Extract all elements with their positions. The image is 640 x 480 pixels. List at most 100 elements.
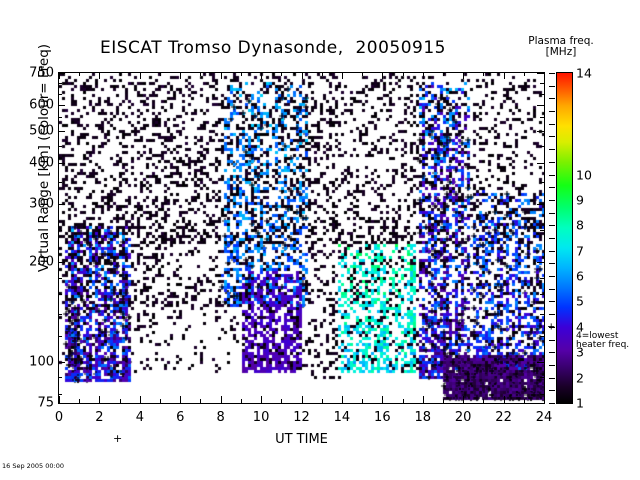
y-tick-major-right xyxy=(537,163,544,165)
x-tick-label: 22 xyxy=(495,410,512,425)
x-tick-label: 16 xyxy=(374,410,391,425)
scatter-canvas xyxy=(59,73,544,403)
y-tick-major xyxy=(58,163,65,165)
x-tick-major-top xyxy=(503,72,505,79)
y-tick-minor xyxy=(58,182,62,184)
y-tick-minor-right xyxy=(540,182,544,184)
plot-area xyxy=(58,72,545,404)
cb-minor-tick xyxy=(549,352,555,354)
colorbar-tick-label: 14 xyxy=(576,65,592,81)
y-tick-major-right xyxy=(537,131,544,133)
y-tick-major xyxy=(58,73,65,74)
colorbar-tick-label: 7 xyxy=(576,243,584,259)
y-tick-major-right xyxy=(537,361,544,363)
x-tick-major xyxy=(261,396,263,403)
x-tick-major-top xyxy=(139,72,141,79)
x-tick-minor xyxy=(523,399,525,403)
y-tick-major-right xyxy=(537,204,544,206)
cb-minor-tick xyxy=(549,187,555,189)
cb-minor-tick xyxy=(549,288,555,290)
cb-minor-tick xyxy=(549,326,555,328)
y-tick-minor-right xyxy=(540,313,544,315)
cb-minor-tick xyxy=(549,73,555,74)
cb-minor-tick xyxy=(549,85,555,87)
x-tick-label: 10 xyxy=(252,410,270,425)
y-tick-minor xyxy=(58,277,62,279)
x-tick-major-top xyxy=(59,72,60,79)
cb-minor-tick xyxy=(549,390,555,392)
cb-minor-tick xyxy=(549,174,555,176)
x-tick-minor xyxy=(402,399,404,403)
y-tick-minor xyxy=(58,313,62,315)
cb-minor-tick xyxy=(549,149,555,151)
cb-minor-tick xyxy=(549,339,555,341)
x-tick-major-top xyxy=(99,72,101,79)
x-tick-minor-top xyxy=(119,72,121,76)
cb-minor-tick xyxy=(549,111,555,113)
colorbar-tick-label: 4 xyxy=(576,319,584,335)
y-tick-minor xyxy=(58,294,62,296)
x-tick-major xyxy=(382,396,384,403)
x-axis-plus-marker: + xyxy=(113,432,123,445)
x-tick-minor-top xyxy=(362,72,364,76)
cb-minor-tick xyxy=(549,377,555,379)
cb-minor-tick xyxy=(549,225,555,227)
y-tick-major xyxy=(58,104,65,106)
cb-minor-tick xyxy=(549,238,555,239)
y-tick-minor xyxy=(58,335,62,337)
x-tick-minor xyxy=(483,399,485,403)
x-tick-minor xyxy=(281,399,283,403)
cb-minor-tick xyxy=(549,199,555,201)
x-tick-major-top xyxy=(220,72,222,79)
y-tick-minor-right xyxy=(540,146,544,148)
x-tick-minor-top xyxy=(240,72,242,76)
y-tick-major xyxy=(58,131,65,133)
y-tick-minor xyxy=(58,393,62,395)
colorbar-header-line1: Plasma freq. xyxy=(528,35,594,47)
x-tick-minor xyxy=(362,399,364,403)
x-tick-minor xyxy=(240,399,242,403)
x-tick-major xyxy=(503,396,505,403)
y-tick-minor-right xyxy=(540,277,544,279)
colorbar-tick-label: 5 xyxy=(576,293,584,309)
cb-minor-tick xyxy=(549,364,555,366)
colorbar-note-line1: 4=lowest xyxy=(576,330,619,341)
y-tick-major xyxy=(58,262,65,264)
x-tick-major xyxy=(99,396,101,403)
cb-minor-tick xyxy=(549,263,555,265)
y-tick-major-right xyxy=(537,262,544,264)
cb-minor-tick xyxy=(549,301,555,303)
cb-minor-tick xyxy=(549,276,555,278)
y-tick-label: 300 xyxy=(29,196,54,212)
colorbar-tick-label: 3 xyxy=(576,344,584,360)
x-tick-minor-top xyxy=(281,72,283,76)
y-tick-major-right xyxy=(537,403,544,404)
x-tick-major xyxy=(463,396,465,403)
colorbar-tick-label: 1 xyxy=(576,395,584,411)
y-tick-minor xyxy=(58,117,62,119)
x-tick-label: 6 xyxy=(176,410,185,425)
y-tick-minor-right xyxy=(540,82,544,84)
cb-minor-tick xyxy=(549,123,555,125)
y-tick-minor xyxy=(58,230,62,232)
colorbar-header: Plasma freq. [MHz] xyxy=(521,36,601,58)
x-tick-minor xyxy=(442,399,444,403)
x-tick-major xyxy=(59,396,60,403)
x-tick-minor-top xyxy=(79,72,81,76)
cb-minor-tick xyxy=(549,212,555,214)
x-tick-major-top xyxy=(180,72,182,79)
y-tick-label: 100 xyxy=(29,354,54,370)
colorbar-heater-plus-marker: + xyxy=(547,321,556,333)
x-tick-minor xyxy=(200,399,202,403)
x-tick-major xyxy=(139,396,141,403)
y-tick-minor-right xyxy=(540,230,544,232)
x-tick-minor-top xyxy=(160,72,162,76)
cb-minor-tick xyxy=(549,403,555,404)
x-tick-major-top xyxy=(422,72,424,79)
x-tick-major xyxy=(422,396,424,403)
x-tick-minor-top xyxy=(200,72,202,76)
cb-minor-tick xyxy=(549,98,555,100)
x-tick-minor xyxy=(160,399,162,403)
x-tick-major-top xyxy=(382,72,384,79)
